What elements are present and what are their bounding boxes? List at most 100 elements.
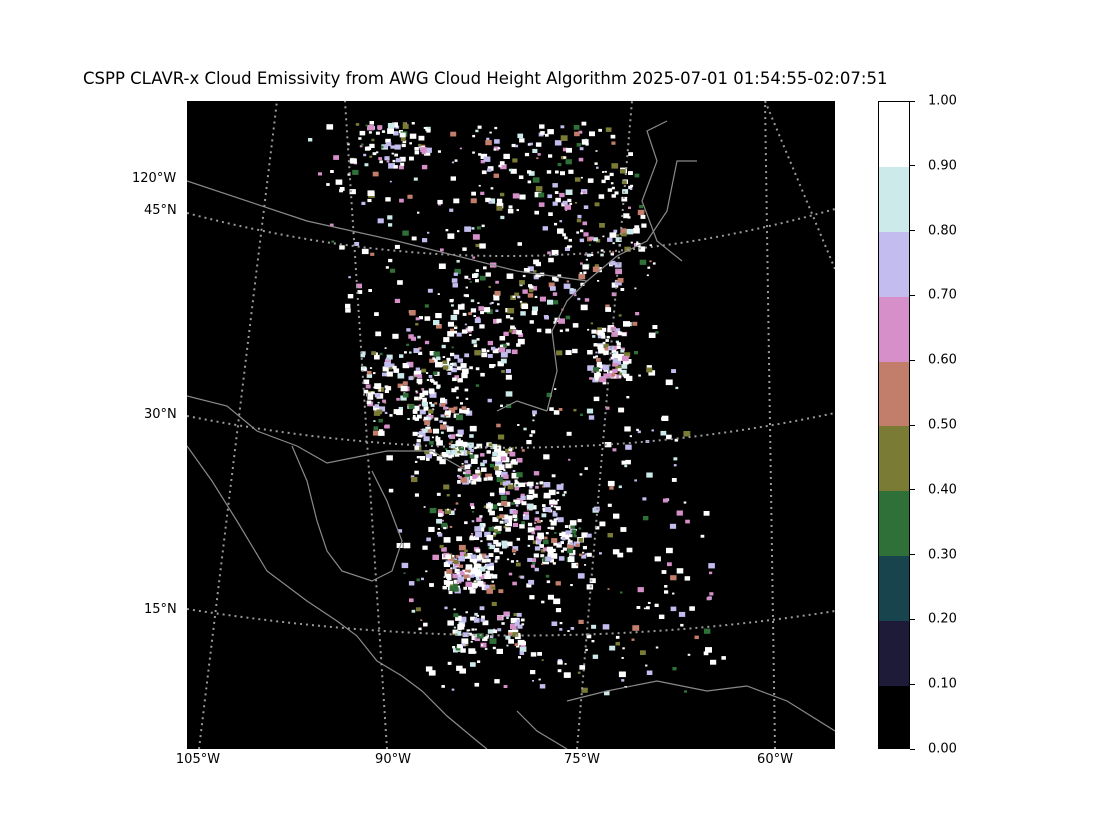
- cloud-pixel: [470, 458, 478, 464]
- cloud-pixel: [457, 480, 461, 484]
- cloud-pixel: [451, 304, 454, 307]
- cloud-pixel: [547, 129, 554, 135]
- cloud-pixel: [442, 360, 448, 364]
- cloud-pixel: [449, 434, 456, 439]
- cloud-pixel: [516, 612, 522, 617]
- cloud-pixel: [397, 280, 403, 285]
- cloud-pixel: [533, 471, 540, 476]
- cloud-pixel: [407, 418, 410, 420]
- cloud-pixel: [516, 209, 519, 212]
- cloud-pixel: [493, 628, 496, 631]
- cloud-pixel: [456, 536, 463, 542]
- cloud-pixel: [597, 344, 604, 350]
- cloud-pixel: [710, 659, 717, 665]
- cloud-pixel: [589, 236, 594, 241]
- cloud-pixel: [646, 274, 649, 277]
- cloud-pixel: [445, 560, 450, 564]
- cloud-pixel: [563, 672, 571, 678]
- cloud-pixel: [579, 553, 583, 557]
- cloud-pixel: [418, 347, 422, 350]
- colorbar-segment: [879, 685, 909, 748]
- cloud-pixel: [584, 467, 588, 470]
- cloud-pixel: [580, 282, 585, 286]
- colorbar-segment: [879, 490, 909, 557]
- cloud-pixel: [573, 534, 577, 538]
- cloud-pixel: [459, 622, 463, 625]
- cloud-pixel: [463, 294, 467, 297]
- cloud-pixel: [457, 468, 462, 472]
- cloud-pixel: [360, 351, 366, 356]
- cloud-pixel: [512, 193, 520, 199]
- cloud-pixel: [534, 191, 542, 198]
- cloud-pixel: [528, 481, 534, 487]
- cloud-pixel: [498, 487, 506, 493]
- cloud-pixel: [607, 237, 613, 242]
- cloud-pixel: [428, 409, 434, 414]
- cloud-pixel: [448, 560, 453, 565]
- cloud-pixel: [558, 318, 565, 324]
- cloud-pixel: [628, 206, 631, 209]
- cloud-pixel: [503, 525, 507, 529]
- cloud-pixel: [519, 280, 525, 285]
- cloud-pixel: [554, 140, 562, 146]
- cloud-pixel: [425, 126, 431, 132]
- cloud-pixel: [414, 417, 419, 421]
- cloud-pixel: [534, 210, 539, 215]
- cloud-pixel: [382, 366, 389, 372]
- cloud-pixel: [527, 544, 531, 547]
- cloud-pixel: [480, 311, 484, 315]
- cloud-pixel: [399, 156, 406, 162]
- cloud-pixel: [369, 155, 373, 158]
- colorbar-tick-label: 0.50: [928, 417, 957, 433]
- colorbar-tick-label: 0.20: [928, 611, 957, 627]
- cloud-pixel: [574, 177, 581, 182]
- cloud-pixel: [496, 455, 503, 461]
- cloud-pixel: [540, 131, 545, 135]
- cloud-pixel: [492, 348, 499, 354]
- cloud-pixel: [461, 368, 469, 374]
- cloud-pixel: [495, 461, 500, 465]
- cloud-pixel: [345, 303, 351, 309]
- cloud-pixel: [547, 251, 551, 255]
- cloud-pixel: [554, 532, 557, 534]
- cloud-pixel: [394, 298, 401, 303]
- cloud-pixel: [469, 449, 474, 453]
- cloud-pixel: [352, 169, 359, 175]
- cloud-pixel: [565, 328, 570, 332]
- lon-tick-90w: 90°W: [375, 752, 411, 767]
- cloud-pixel: [539, 481, 544, 485]
- cloud-pixel: [510, 560, 514, 563]
- cloud-pixel: [471, 635, 477, 640]
- cloud-pixel: [606, 335, 610, 339]
- cloud-pixel: [394, 244, 400, 249]
- cloud-pixel: [572, 323, 579, 328]
- cloud-pixel: [496, 205, 503, 211]
- cloud-pixel: [369, 367, 373, 369]
- cloud-pixel: [548, 282, 555, 288]
- cloud-pixel: [371, 391, 375, 395]
- cloud-pixel: [514, 479, 518, 482]
- cloud-pixel: [347, 143, 350, 146]
- cloud-pixel: [488, 553, 494, 557]
- cloud-pixel: [477, 467, 480, 469]
- cloud-pixel: [450, 328, 455, 332]
- cloud-pixel: [447, 321, 454, 327]
- cloud-pixel: [537, 520, 541, 524]
- cloud-pixel: [531, 430, 536, 434]
- cloud-pixel: [481, 559, 487, 563]
- cloud-pixel: [450, 131, 457, 137]
- cloud-pixel: [418, 431, 426, 437]
- cloud-pixel: [579, 473, 583, 476]
- cloud-pixel: [671, 478, 677, 482]
- cloud-pixel: [612, 448, 617, 452]
- cloud-pixel: [519, 283, 523, 287]
- cloud-pixel: [437, 293, 440, 295]
- cloud-pixel: [470, 299, 475, 303]
- cloud-pixel: [630, 184, 634, 188]
- cloud-pixel: [445, 448, 448, 450]
- cloud-pixel: [580, 262, 583, 265]
- cloud-pixel: [497, 361, 504, 367]
- cloud-pixel: [470, 640, 473, 643]
- cloud-pixel: [705, 647, 712, 653]
- cloud-pixel: [568, 169, 574, 174]
